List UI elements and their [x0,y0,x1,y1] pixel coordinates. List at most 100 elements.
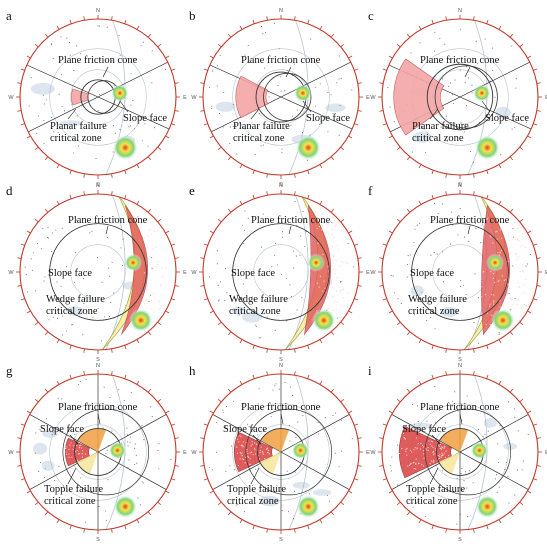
pole-point [436,253,438,255]
pole-point [315,105,317,107]
pole-point [430,254,432,256]
pole-point [452,102,454,105]
pole-point [97,308,99,310]
wedge-intersection [480,278,482,280]
topple-intersection [432,461,434,463]
pole-point [416,405,418,407]
minor-cluster [232,306,246,315]
azimuth-tick [348,135,353,139]
pole-point [271,266,273,268]
pole-point [170,459,172,461]
pole-point [299,221,301,223]
pole-point [294,490,296,492]
failure-zone-label-line2: critical zone [227,496,279,507]
azimuth-tick [354,423,359,426]
wedge-intersection [490,314,492,316]
azimuth-tick [307,194,310,199]
wedge-intersection [521,232,524,234]
pole-point [446,140,448,142]
azimuth-tick [209,55,214,59]
main-pole-concentration [108,441,127,460]
pole-point [71,324,73,326]
azimuth-tick [498,164,502,169]
pole-point [339,281,342,283]
topple-intersection [242,441,245,443]
wedge-intersection [155,325,157,327]
pole-point [122,264,124,267]
wedge-intersection [343,261,345,263]
azimuth-tick [388,410,393,414]
minor-cluster [66,306,85,316]
topple-orange-zone [439,428,469,452]
pole-point [226,406,228,408]
topple-intersection [73,445,75,447]
slope-face-circle [245,408,333,496]
pole-point [62,315,64,317]
leader-line [481,100,491,113]
topple-intersection [432,454,435,456]
pole-point [279,122,281,124]
topple-intersection [433,453,435,455]
leader-line [285,66,292,78]
wedge-intersection [143,272,146,274]
main-pole-concentration [291,441,310,460]
grid-circle [49,48,147,146]
azimuth-tick [124,525,127,530]
pole-point [128,126,130,128]
topple-intersection [409,464,411,466]
pole-point [58,465,60,468]
topple-intersection [432,450,435,452]
pole-point [273,22,275,24]
pole-point [47,227,49,229]
pole-point [254,311,256,313]
pole-point [216,422,218,424]
pole-point [158,443,160,445]
azimuth-tick [382,423,387,426]
planar-critical-zone [235,75,269,119]
minor-cluster [325,103,346,113]
wedge-intersection [519,323,521,326]
pole-point [51,433,53,436]
pole-point [397,444,399,446]
pole-point [505,462,508,464]
pole-point [290,296,293,298]
pole-point [51,116,53,118]
pole-point [264,67,266,69]
topple-intersection [431,441,433,443]
pole-point [390,470,392,472]
topple-intersection [76,444,78,447]
azimuth-tick [294,16,296,21]
azimuth-tick [445,173,447,178]
pole-point [43,103,45,105]
azimuth-tick [473,173,475,178]
pole-point [56,281,58,283]
azimuth-tick [239,25,243,30]
pole-point [273,254,275,256]
pole-point [278,48,280,50]
pole-point [237,503,239,506]
topple-intersection [406,454,408,456]
azimuth-tick [527,310,532,314]
pole-point [281,148,283,150]
azimuth-tick [396,218,401,223]
pole-point [439,37,441,39]
south-label: S [458,537,462,543]
wedge-intersection [492,277,494,279]
wedge-intersection [522,270,524,273]
azimuth-tick [26,410,31,414]
pole-point [142,41,144,43]
panel-g: g N S E W Plane friction cone Slope face Topple… [6,363,187,543]
azimuth-tick [20,423,25,426]
wedge-intersection [489,218,492,220]
pole-point [219,54,221,57]
topple-intersection [241,455,243,457]
pole-point [499,425,501,427]
topple-intersection [251,443,253,445]
azimuth-tick [473,371,475,376]
azimuth-tick [319,339,323,344]
pole-point [442,297,444,299]
north-label: N [96,183,100,189]
azimuth-tick [20,243,25,246]
pole-point [463,480,465,482]
azimuth-tick [227,511,232,516]
